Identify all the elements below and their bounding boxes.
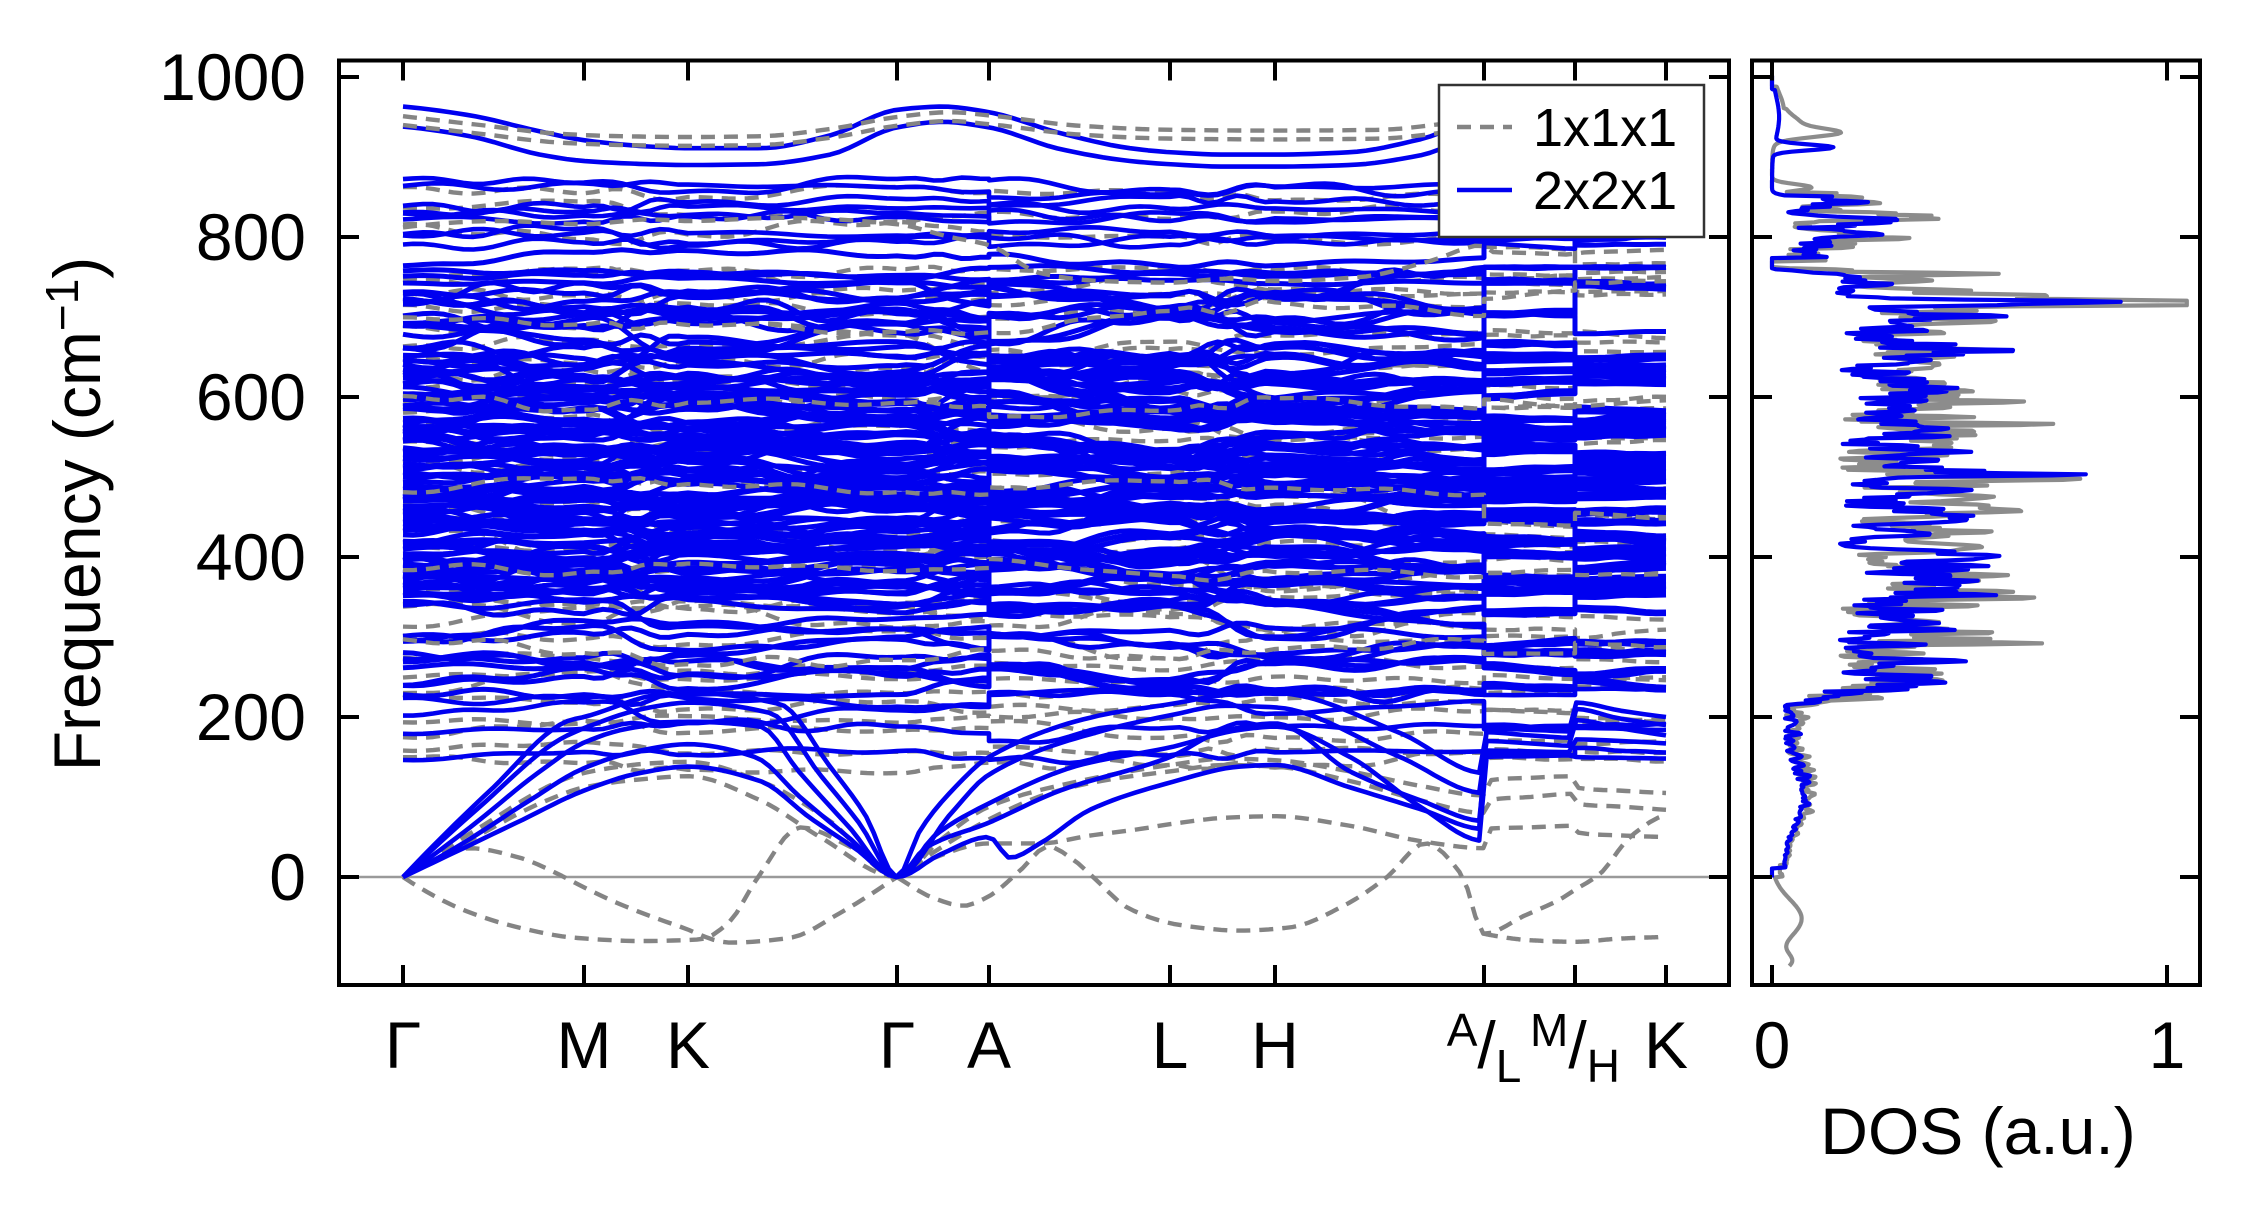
svg-text:M/H: M/H: [1530, 1004, 1620, 1092]
svg-text:400: 400: [196, 520, 306, 594]
svg-text:A: A: [967, 1008, 1011, 1082]
svg-text:A/L: A/L: [1447, 1004, 1522, 1092]
svg-text:Frequency (cm−1): Frequency (cm−1): [36, 257, 114, 772]
svg-text:1: 1: [2149, 1008, 2186, 1082]
svg-text:K: K: [1644, 1008, 1688, 1082]
svg-text:800: 800: [196, 200, 306, 274]
svg-text:1000: 1000: [159, 40, 306, 114]
svg-text:200: 200: [196, 680, 306, 754]
svg-text:0: 0: [269, 840, 306, 914]
svg-text:600: 600: [196, 360, 306, 434]
svg-text:L: L: [1152, 1008, 1189, 1082]
svg-text:K: K: [666, 1008, 710, 1082]
svg-text:1x1x1: 1x1x1: [1533, 98, 1677, 158]
svg-text:Γ: Γ: [879, 1008, 915, 1082]
svg-text:2x2x1: 2x2x1: [1533, 161, 1677, 221]
svg-text:H: H: [1251, 1008, 1299, 1082]
svg-text:Γ: Γ: [385, 1008, 421, 1082]
svg-text:M: M: [557, 1008, 612, 1082]
svg-text:DOS (a.u.): DOS (a.u.): [1820, 1094, 2135, 1168]
svg-text:0: 0: [1754, 1008, 1791, 1082]
